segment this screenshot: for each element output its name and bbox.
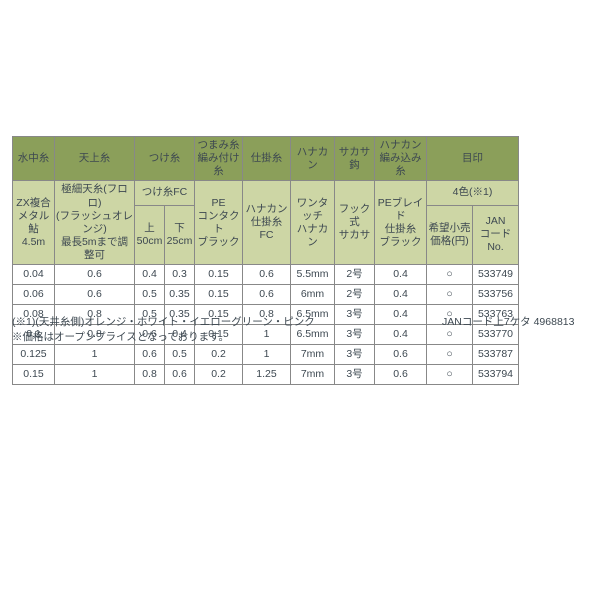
cell: 上50cm	[135, 205, 165, 264]
cell: 1	[55, 365, 135, 385]
cell: 5.5mm	[291, 265, 335, 285]
cell: 目印	[427, 137, 519, 181]
cell: 533787	[473, 345, 519, 365]
cell: 天上糸	[55, 137, 135, 181]
cell: 0.6	[135, 345, 165, 365]
cell: ○	[427, 285, 473, 305]
cell: 0.15	[13, 365, 55, 385]
cell: 希望小売価格(円)	[427, 205, 473, 264]
cell: 0.2	[195, 365, 243, 385]
cell: 0.2	[195, 345, 243, 365]
cell: 3号	[335, 305, 375, 325]
cell: 0.6	[243, 285, 291, 305]
cell: 533749	[473, 265, 519, 285]
cell: PEブレイド仕掛糸ブラック	[375, 181, 427, 265]
cell: 0.125	[13, 345, 55, 365]
cell: 0.6	[165, 365, 195, 385]
cell: 0.5	[135, 285, 165, 305]
cell: 1.25	[243, 365, 291, 385]
cell: 0.5	[165, 345, 195, 365]
cell: 0.6	[375, 345, 427, 365]
cell: ○	[427, 265, 473, 285]
cell: 0.6	[243, 265, 291, 285]
footnote-2: ※価格はオープンプライスとなっております。	[12, 330, 315, 345]
cell: 0.3	[165, 265, 195, 285]
cell: 0.8	[135, 365, 165, 385]
cell: 0.15	[195, 265, 243, 285]
cell: ○	[427, 345, 473, 365]
cell: 下25cm	[165, 205, 195, 264]
cell: 0.06	[13, 285, 55, 305]
cell: 0.35	[165, 285, 195, 305]
cell: 7mm	[291, 365, 335, 385]
cell: 3号	[335, 345, 375, 365]
footer-notes: (※1)(天井糸側)オレンジ・ホワイト・イエローグリーン・ピンク ※価格はオープ…	[12, 315, 315, 345]
cell: サカサ鈎	[335, 137, 375, 181]
cell: 0.6	[55, 265, 135, 285]
cell: 3号	[335, 365, 375, 385]
cell: 0.4	[135, 265, 165, 285]
cell: 0.15	[195, 285, 243, 305]
cell: 3号	[335, 325, 375, 345]
cell: 4色(※1)	[427, 181, 519, 205]
cell: 533794	[473, 365, 519, 385]
jan-prefix: JANコード上7ケタ 4968813	[442, 315, 574, 330]
cell: 2号	[335, 265, 375, 285]
cell: 1	[243, 345, 291, 365]
cell: ○	[427, 365, 473, 385]
cell: つまみ糸編み付け糸	[195, 137, 243, 181]
cell: 水中糸	[13, 137, 55, 181]
cell: フック式サカサ	[335, 181, 375, 265]
cell: ハナカン仕掛糸FC	[243, 181, 291, 265]
footnote-1: (※1)(天井糸側)オレンジ・ホワイト・イエローグリーン・ピンク	[12, 315, 315, 330]
cell: PEコンタクトブラック	[195, 181, 243, 265]
cell: ハナカン	[291, 137, 335, 181]
cell: ワンタッチハナカン	[291, 181, 335, 265]
cell: 0.4	[375, 285, 427, 305]
cell: 533756	[473, 285, 519, 305]
cell: 0.4	[375, 325, 427, 345]
cell: 0.04	[13, 265, 55, 285]
cell: JANコードNo.	[473, 205, 519, 264]
cell: 極細天糸(フロロ)(フラッシュオレンジ)最長5mまで調整可	[55, 181, 135, 265]
cell: 7mm	[291, 345, 335, 365]
spec-table: 水中糸天上糸つけ糸つまみ糸編み付け糸仕掛糸ハナカンサカサ鈎ハナカン編み込み糸目印…	[12, 136, 519, 385]
cell: 6mm	[291, 285, 335, 305]
cell: 0.4	[375, 265, 427, 285]
cell: 1	[55, 345, 135, 365]
cell: 0.6	[375, 365, 427, 385]
cell: つけ糸FC	[135, 181, 195, 205]
cell: ハナカン編み込み糸	[375, 137, 427, 181]
cell: つけ糸	[135, 137, 195, 181]
cell: 仕掛糸	[243, 137, 291, 181]
cell: 2号	[335, 285, 375, 305]
cell: 0.6	[55, 285, 135, 305]
cell: 0.4	[375, 305, 427, 325]
cell: ZX複合メタル鮎4.5m	[13, 181, 55, 265]
